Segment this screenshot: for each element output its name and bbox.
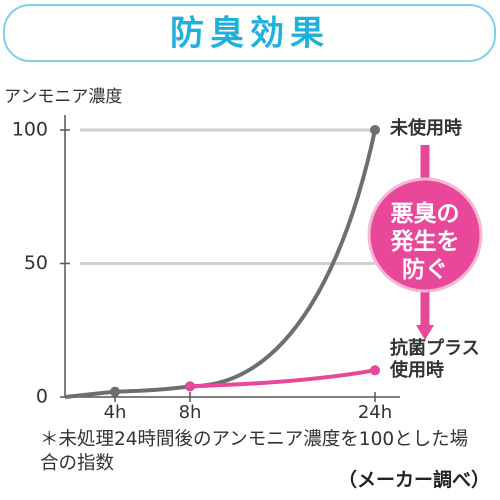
x-tick-label: 8h [179, 402, 202, 423]
x-tick-label: 4h [104, 402, 127, 423]
data-point [185, 381, 195, 392]
data-point [110, 386, 120, 397]
footnote: ＊未処理24時間後のアンモニア濃度を100とした場合の指数 [40, 429, 469, 474]
y-tick-label: 100 [12, 119, 48, 141]
y-axis-label: アンモニア濃度 [4, 87, 122, 107]
series-line [64, 129, 377, 399]
data-point [370, 365, 380, 376]
legend-label: 抗菌プラス使用時 [390, 338, 480, 381]
source: （メーカー調べ） [337, 469, 490, 491]
data-point [370, 125, 380, 135]
y-tick-label: 50 [24, 252, 48, 274]
annotation-circle [367, 177, 483, 293]
series-line [189, 368, 376, 389]
title-box [3, 4, 496, 62]
annotation: 悪臭の発生を防ぐ [390, 201, 460, 283]
chart-title: 防臭効果 [170, 14, 330, 54]
arrow-head [416, 325, 434, 340]
legend-label: 未使用時 [390, 118, 462, 139]
y-tick-label: 0 [36, 386, 48, 408]
x-tick-label: 24h [358, 402, 392, 423]
